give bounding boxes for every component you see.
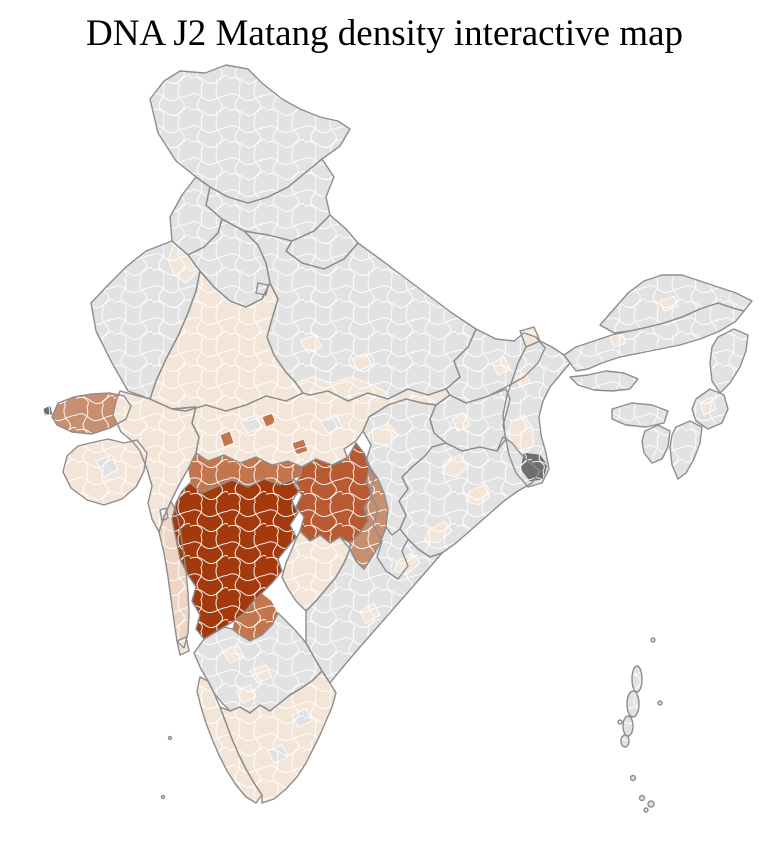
middle-andaman-island[interactable]: [626, 690, 640, 718]
region-maharashtra-core[interactable]: [172, 479, 300, 640]
state-fills: [43, 65, 752, 813]
great-nicobar-island[interactable]: [647, 800, 655, 808]
region-mizoram[interactable]: [670, 421, 702, 480]
andaman-islet[interactable]: [657, 700, 663, 706]
india-density-map: [35, 58, 760, 829]
north-andaman-island[interactable]: [631, 665, 643, 693]
lakshadweep-islands[interactable]: [161, 736, 172, 800]
region-meghalaya[interactable]: [570, 371, 638, 392]
region-tripura[interactable]: [642, 425, 670, 464]
region-assam-barak-valley[interactable]: [612, 403, 668, 428]
south-andaman-island[interactable]: [622, 715, 634, 737]
region-nagaland[interactable]: [710, 329, 748, 394]
little-andaman-island[interactable]: [620, 734, 630, 748]
andaman-islet[interactable]: [617, 719, 623, 725]
lakshadweep-islet[interactable]: [168, 736, 172, 741]
andaman-islet[interactable]: [650, 637, 656, 643]
nicobar-islet[interactable]: [639, 795, 645, 802]
lakshadweep-islet[interactable]: [161, 795, 165, 800]
nicobar-islet[interactable]: [643, 807, 649, 813]
andaman-nicobar-islands[interactable]: [617, 637, 663, 813]
region-kutch-creek: [43, 405, 53, 416]
car-nicobar-island[interactable]: [630, 775, 636, 782]
map-title: DNA J2 Matang density interactive map: [85, 13, 683, 54]
